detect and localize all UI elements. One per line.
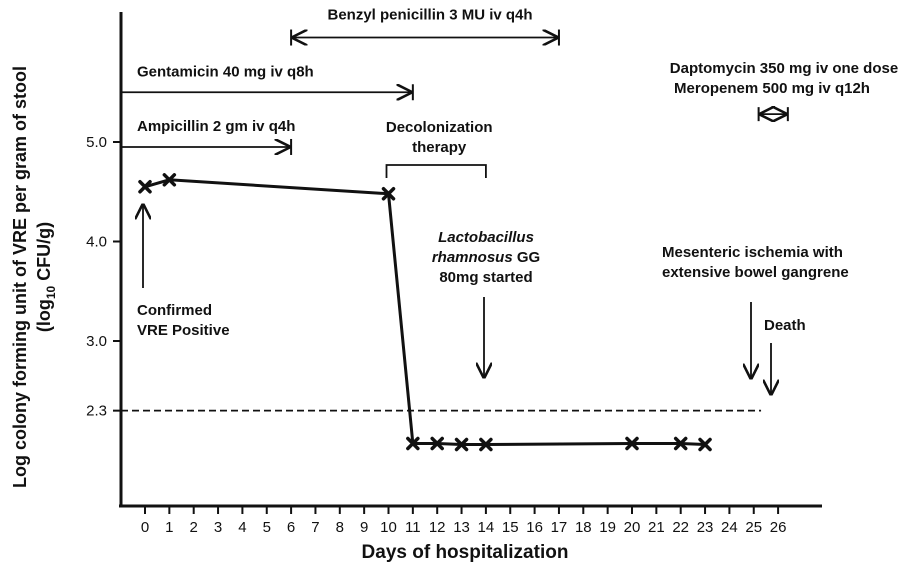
vre-series-line	[144, 178, 706, 446]
y-tick-label: 3.0	[86, 333, 107, 350]
vre-positive-label: Confirmed	[137, 302, 212, 319]
x-tick-label: 23	[697, 519, 714, 536]
y-axis-title-units: (log10 CFU/g)	[34, 222, 58, 332]
lactobacillus-label-line3: 80mg started	[439, 269, 532, 286]
data-point-marker	[381, 186, 396, 201]
x-axis-title: Days of hospitalization	[362, 542, 569, 563]
x-tick-label: 4	[238, 519, 246, 536]
x-tick-label: 26	[770, 519, 787, 536]
daptomycin-label: Daptomycin 350 mg iv one dose	[670, 60, 898, 77]
decolonization-label: Decolonization	[386, 119, 493, 136]
ischemia-label: Mesenteric ischemia with	[662, 244, 843, 261]
x-tick-label: 11	[405, 519, 421, 536]
x-tick-label: 21	[648, 519, 665, 536]
y-tick-label: 4.0	[86, 234, 107, 251]
x-tick-label: 7	[311, 519, 319, 536]
treatment-bars: Benzyl penicillin 3 MU iv q4h Gentamicin…	[121, 7, 898, 155]
data-point-marker	[454, 437, 469, 452]
x-tick-label: 22	[672, 519, 689, 536]
gentamicin-label: Gentamicin 40 mg iv q8h	[137, 63, 314, 80]
y-axis-title: Log colony forming unit of VRE per gram …	[10, 66, 30, 488]
decolonization-bracket	[385, 164, 487, 178]
death-label: Death	[764, 317, 806, 334]
x-tick-label: 3	[214, 519, 222, 536]
x-tick-label: 12	[429, 519, 446, 536]
x-tick-label: 1	[165, 519, 173, 536]
x-ticks: 0 1 2 3 4 5 6 7 8 9 10 11 12 13 14 15 16 17 18 19 20 21 22 23 24…	[141, 506, 787, 536]
x-tick-label: 8	[336, 519, 344, 536]
vre-series-points	[138, 173, 712, 452]
x-tick-label: 25	[745, 519, 762, 536]
ampicillin-label: Ampicillin 2 gm iv q4h	[137, 118, 295, 135]
x-tick-label: 17	[551, 519, 568, 536]
x-tick-label: 6	[287, 519, 295, 536]
lactobacillus-label-line2: rhamnosus GG	[432, 249, 540, 266]
data-point-marker	[406, 436, 420, 451]
y-axis-title-subscript: 10	[44, 285, 58, 299]
data-point-marker	[479, 437, 493, 452]
x-tick-label: 10	[380, 519, 397, 536]
x-tick-label: 5	[263, 519, 271, 536]
x-tick-label: 20	[624, 519, 641, 536]
meropenem-label: Meropenem 500 mg iv q12h	[674, 80, 870, 97]
x-tick-label: 9	[360, 519, 368, 536]
y-tick-label: 2.3	[86, 403, 107, 420]
data-point-marker	[673, 436, 688, 451]
x-tick-label: 16	[526, 519, 543, 536]
x-tick-label: 15	[502, 519, 519, 536]
data-point-marker	[430, 436, 444, 451]
x-tick-label: 13	[453, 519, 470, 536]
lactobacillus-label: Lactobacillus	[438, 229, 534, 246]
benzyl-penicillin-label: Benzyl penicillin 3 MU iv q4h	[328, 7, 533, 24]
y-ticks: 5.0 4.0 3.0 2.3	[86, 134, 121, 420]
x-tick-label: 14	[478, 519, 495, 536]
ischemia-label-line2: extensive bowel gangrene	[662, 264, 849, 281]
data-point-marker	[698, 437, 712, 452]
x-tick-label: 19	[599, 519, 616, 536]
x-tick-label: 24	[721, 519, 738, 536]
data-point-marker	[625, 436, 639, 451]
vre-positive-label-line2: VRE Positive	[137, 322, 230, 339]
y-tick-label: 5.0	[86, 134, 107, 151]
x-tick-label: 2	[190, 519, 198, 536]
data-point-marker	[138, 180, 152, 194]
data-point-marker	[162, 173, 177, 187]
x-tick-label: 0	[141, 519, 149, 536]
x-tick-label: 18	[575, 519, 592, 536]
decolonization-label-line2: therapy	[412, 139, 467, 156]
